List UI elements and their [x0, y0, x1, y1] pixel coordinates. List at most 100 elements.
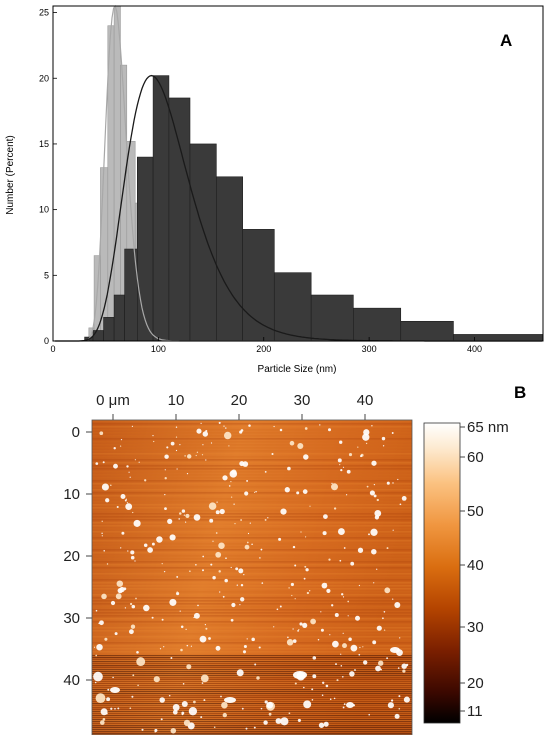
particle	[126, 501, 129, 504]
scan-line	[92, 659, 412, 661]
scan-line	[92, 459, 412, 461]
particle	[297, 630, 299, 632]
afm-y-axis-ticks: 0 10 20 30 40	[63, 424, 92, 689]
particle	[110, 484, 112, 486]
particle	[345, 494, 348, 496]
particle	[168, 694, 171, 697]
particle	[280, 717, 289, 726]
particle	[196, 428, 202, 434]
particle	[137, 684, 139, 687]
scan-line	[92, 420, 412, 422]
scan-line	[92, 600, 412, 602]
scan-line	[92, 690, 412, 692]
particle	[298, 628, 300, 631]
particle	[397, 667, 400, 669]
scan-line	[92, 655, 412, 657]
scan-line	[92, 597, 412, 599]
particle	[350, 561, 355, 566]
scan-line	[92, 456, 412, 458]
particle-aggregate	[293, 671, 307, 679]
scan-line	[92, 498, 412, 500]
particle	[101, 535, 103, 537]
particle	[303, 700, 312, 709]
particle	[247, 532, 250, 535]
scan-line	[92, 516, 412, 518]
particle	[193, 514, 201, 521]
particle	[288, 587, 290, 589]
particle	[275, 718, 282, 724]
scan-line	[92, 474, 412, 476]
scan-line	[92, 691, 412, 693]
x-tick-label: 400	[467, 344, 482, 354]
particle	[296, 491, 300, 495]
particle	[392, 598, 394, 600]
particle	[208, 637, 211, 640]
particle	[131, 604, 136, 609]
particle	[132, 511, 134, 514]
scan-line	[92, 489, 412, 491]
particle	[129, 602, 133, 606]
particle	[323, 721, 329, 727]
particle	[401, 663, 407, 669]
particle	[294, 682, 297, 685]
particle	[218, 421, 221, 424]
particle	[215, 645, 221, 651]
scan-line	[92, 695, 412, 697]
particle	[362, 433, 370, 441]
particle	[126, 465, 129, 468]
particle	[294, 598, 296, 600]
scan-line	[92, 713, 412, 715]
scan-line	[92, 678, 412, 680]
afm-x-tick-label: 20	[231, 392, 248, 409]
scan-line	[92, 450, 412, 452]
particle	[95, 693, 106, 704]
scan-line	[92, 705, 412, 707]
particle	[340, 653, 342, 655]
particle	[95, 609, 98, 612]
particle	[125, 498, 127, 500]
scan-line	[92, 665, 412, 667]
particle	[230, 480, 232, 483]
scan-line	[92, 435, 412, 437]
particle	[320, 611, 322, 613]
particle	[169, 534, 176, 541]
scan-line	[92, 719, 412, 721]
particle	[119, 586, 125, 593]
scan-line	[92, 540, 412, 542]
colorbar	[423, 422, 461, 724]
particle	[290, 582, 294, 587]
particle	[233, 503, 235, 505]
particle	[322, 531, 327, 536]
y-tick-label: 10	[39, 205, 49, 215]
particle	[399, 503, 402, 506]
particle	[215, 532, 218, 534]
particle	[196, 451, 199, 453]
particle	[339, 464, 341, 466]
scan-line	[92, 570, 412, 572]
scan-line	[92, 627, 412, 629]
particle	[394, 602, 401, 608]
particle	[322, 681, 325, 684]
particle	[101, 520, 103, 522]
scan-line	[92, 667, 412, 669]
particle	[110, 707, 113, 710]
particle	[330, 483, 339, 491]
particle	[135, 597, 137, 600]
particle	[132, 674, 135, 677]
particle	[229, 470, 238, 478]
particle	[292, 628, 294, 630]
particle	[321, 582, 328, 589]
scan-line	[92, 468, 412, 470]
particle	[104, 637, 108, 641]
particle	[212, 575, 216, 580]
particle	[383, 611, 386, 613]
particle	[294, 564, 297, 567]
particle	[124, 607, 127, 609]
particle	[201, 454, 204, 456]
particle	[99, 620, 104, 626]
particle	[371, 425, 373, 427]
particle	[287, 636, 289, 639]
scan-line	[92, 471, 412, 473]
colorbar-tick-label: 30	[467, 619, 484, 636]
particle	[357, 547, 364, 553]
